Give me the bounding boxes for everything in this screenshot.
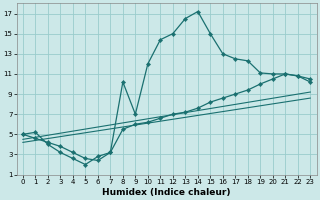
X-axis label: Humidex (Indice chaleur): Humidex (Indice chaleur) [102,188,231,197]
